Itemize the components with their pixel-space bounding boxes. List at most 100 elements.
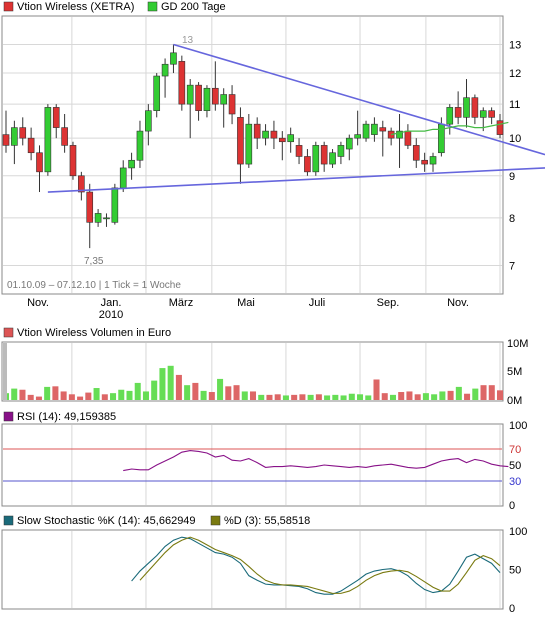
volume-bar <box>44 386 51 400</box>
price-tick-label: 10 <box>509 133 521 145</box>
stoch-k-path <box>131 536 501 595</box>
volume-bar <box>77 396 84 400</box>
volume-panel-frame <box>1 341 504 402</box>
candle-body <box>195 84 202 111</box>
volume-bar <box>389 394 396 400</box>
candle-body <box>379 127 387 132</box>
candle-body <box>245 123 253 165</box>
price-tick-label: 9 <box>509 171 515 183</box>
year-label: 2010 <box>99 309 123 321</box>
axis-labels: 7 8 9 10 11 12 13 Nov. Jan. März Mai Juli Sep. Nov. 20… <box>27 39 528 615</box>
volume-bar <box>307 394 314 400</box>
volume-bar <box>365 395 372 400</box>
candle-body <box>253 123 261 139</box>
price-panel-frame <box>1 15 504 295</box>
volume-scale-bar <box>3 343 7 400</box>
volume-bar <box>439 391 446 400</box>
volume-bar <box>85 392 92 400</box>
volume-bar <box>398 392 405 400</box>
legend-volume: Vtion Wireless Volumen in Euro <box>17 327 171 339</box>
volume-bar <box>52 386 59 400</box>
volume-bar <box>217 378 224 400</box>
stoch-d-path <box>139 536 501 594</box>
candle-body <box>421 159 428 165</box>
volume-bar <box>134 382 141 400</box>
volume-bar <box>118 389 125 400</box>
legend-rsi: RSI (14): 49,159385 <box>17 411 116 423</box>
volume-bar <box>151 380 158 400</box>
resistance-trendline <box>173 43 545 156</box>
legend-swatch-stochK <box>3 515 14 526</box>
volume-bar <box>332 394 339 400</box>
low-label: 7,35 <box>84 256 104 267</box>
legend-price: Vtion Wireless (XETRA) <box>17 1 134 13</box>
candle-body <box>153 75 161 111</box>
rsi-lines <box>3 448 509 482</box>
volume-bar <box>488 385 495 400</box>
candle-body <box>312 145 320 173</box>
candle-body <box>412 145 420 161</box>
legend-stochK: Slow Stochastic %K (14): 45,662949 <box>17 515 196 527</box>
candle-body <box>237 117 244 165</box>
candle-body <box>36 152 43 173</box>
candle-body <box>128 159 135 169</box>
price-tick-label: 8 <box>509 213 515 225</box>
volume-bar <box>110 393 117 400</box>
x-tick-label: Juli <box>309 297 326 309</box>
volume-bar <box>373 379 380 400</box>
candle-body <box>337 145 345 157</box>
rsi-path <box>123 450 509 472</box>
candle-body <box>203 87 211 111</box>
candle-body <box>488 110 495 118</box>
rsi-tick-label: 0 <box>509 500 515 512</box>
candle-body <box>345 137 353 150</box>
rsi-tick-label: 70 <box>509 444 521 456</box>
rsi-tick-label: 30 <box>509 476 521 488</box>
price-tick-label: 13 <box>509 39 521 51</box>
stoch-tick-label: 100 <box>509 526 527 538</box>
price-tick-label: 11 <box>509 99 520 111</box>
volume-bar <box>167 365 174 400</box>
x-tick-label: Mai <box>237 297 255 309</box>
price-candles <box>2 44 504 249</box>
candle-body <box>228 94 236 115</box>
volume-bar <box>406 391 413 400</box>
legend-swatch-volume <box>3 327 14 338</box>
volume-bar <box>68 394 75 400</box>
candle-body <box>2 134 10 146</box>
candle-body <box>86 191 94 223</box>
volume-bar <box>184 385 191 400</box>
candle-body <box>329 152 336 165</box>
volume-bar <box>414 394 421 400</box>
volume-bar <box>357 394 364 400</box>
volume-bar <box>249 391 257 400</box>
volume-bar <box>381 393 388 400</box>
candle-body <box>429 156 437 165</box>
legend-swatch-ma <box>147 1 158 12</box>
candle-body <box>454 107 462 118</box>
trendlines <box>47 43 545 193</box>
volume-bar <box>431 394 438 400</box>
candle-body <box>354 134 361 139</box>
volume-bars <box>2 343 504 400</box>
volume-bar <box>101 394 108 400</box>
candle-body <box>320 145 328 165</box>
volume-bar <box>175 374 182 400</box>
candle-body <box>304 156 311 173</box>
candle-body <box>396 130 403 139</box>
candle-body <box>119 167 127 189</box>
candle-body <box>186 84 194 105</box>
volume-bar <box>159 368 166 400</box>
volume-bar <box>126 390 133 400</box>
rsi-tick-label: 50 <box>509 460 521 472</box>
price-info: 01.10.09 – 07.12.10 | 1 Tick = 1 Woche <box>7 280 181 291</box>
candle-body <box>145 110 152 132</box>
candle-body <box>69 145 77 177</box>
x-tick-label: März <box>169 297 193 309</box>
volume-bar <box>291 394 298 400</box>
volume-bar <box>241 391 248 400</box>
ma200-line <box>391 121 509 136</box>
legend-swatch-rsi <box>3 411 14 422</box>
volume-bar <box>11 388 18 400</box>
